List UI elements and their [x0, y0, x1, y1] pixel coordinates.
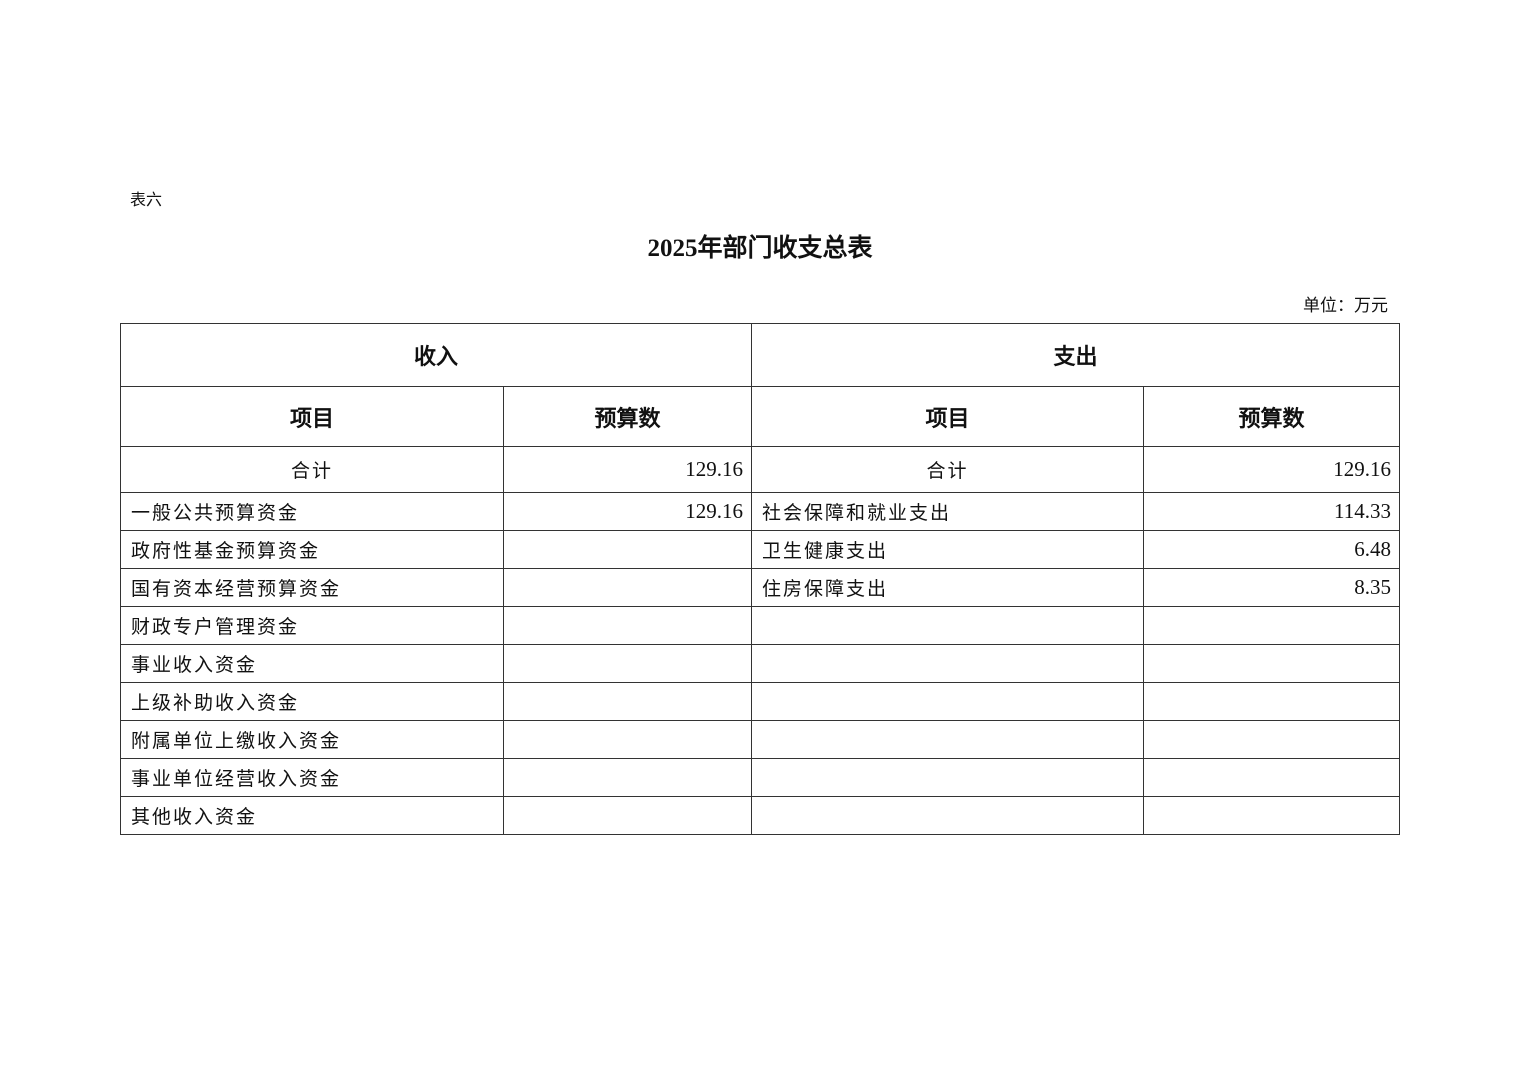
income-item-cell: 财政专户管理资金 — [120, 606, 504, 645]
expense-value-cell: 8.35 — [1143, 568, 1400, 607]
income-item-cell: 政府性基金预算资金 — [120, 530, 504, 569]
table-row: 政府性基金预算资金 卫生健康支出 6.48 — [120, 530, 1400, 569]
income-item-header: 项目 — [120, 386, 504, 447]
expense-item-cell — [751, 644, 1144, 683]
budget-table: 收入 支出 项目 预算数 项目 预算数 合计 129.16 合计 129.16 … — [120, 323, 1400, 835]
expense-item-cell: 住房保障支出 — [751, 568, 1144, 607]
table-row: 国有资本经营预算资金 住房保障支出 8.35 — [120, 568, 1400, 607]
expense-item-cell — [751, 720, 1144, 759]
income-value-cell — [503, 682, 752, 721]
page-title: 2025年部门收支总表 — [647, 235, 873, 262]
expense-total-value: 129.16 — [1143, 446, 1400, 493]
expense-value-cell — [1143, 796, 1400, 835]
income-item-cell: 国有资本经营预算资金 — [120, 568, 504, 607]
table-row: 事业收入资金 — [120, 644, 1400, 683]
expense-item-header: 项目 — [751, 386, 1144, 447]
income-item-cell: 一般公共预算资金 — [120, 492, 504, 531]
income-value-cell — [503, 758, 752, 797]
income-value-cell — [503, 720, 752, 759]
table-number-label: 表六 — [130, 190, 163, 209]
expense-value-cell: 114.33 — [1143, 492, 1400, 531]
table-row: 上级补助收入资金 — [120, 682, 1400, 721]
expense-item-cell — [751, 606, 1144, 645]
income-header: 收入 — [120, 323, 752, 387]
income-item-cell: 附属单位上缴收入资金 — [120, 720, 504, 759]
income-value-cell — [503, 568, 752, 607]
income-item-cell: 其他收入资金 — [120, 796, 504, 835]
income-total-value: 129.16 — [503, 446, 752, 493]
expense-value-cell — [1143, 606, 1400, 645]
total-row: 合计 129.16 合计 129.16 — [120, 446, 1400, 493]
income-value-cell — [503, 796, 752, 835]
expense-item-cell — [751, 682, 1144, 721]
expense-item-cell: 社会保障和就业支出 — [751, 492, 1144, 531]
expense-header: 支出 — [751, 323, 1400, 387]
unit-label: 单位：万元 — [1303, 296, 1388, 316]
income-item-cell: 上级补助收入资金 — [120, 682, 504, 721]
expense-value-cell — [1143, 644, 1400, 683]
table-row: 一般公共预算资金 129.16 社会保障和就业支出 114.33 — [120, 492, 1400, 531]
income-item-cell: 事业收入资金 — [120, 644, 504, 683]
expense-total-label: 合计 — [751, 446, 1144, 493]
table-row: 财政专户管理资金 — [120, 606, 1400, 645]
income-value-cell — [503, 606, 752, 645]
expense-value-cell — [1143, 720, 1400, 759]
expense-item-cell — [751, 796, 1144, 835]
income-item-cell: 事业单位经营收入资金 — [120, 758, 504, 797]
expense-value-cell: 6.48 — [1143, 530, 1400, 569]
expense-item-cell: 卫生健康支出 — [751, 530, 1144, 569]
table-row: 附属单位上缴收入资金 — [120, 720, 1400, 759]
expense-budget-header: 预算数 — [1143, 386, 1400, 447]
table-row: 事业单位经营收入资金 — [120, 758, 1400, 797]
income-value-cell — [503, 530, 752, 569]
expense-value-cell — [1143, 758, 1400, 797]
income-value-cell: 129.16 — [503, 492, 752, 531]
income-value-cell — [503, 644, 752, 683]
income-total-label: 合计 — [120, 446, 504, 493]
expense-item-cell — [751, 758, 1144, 797]
income-budget-header: 预算数 — [503, 386, 752, 447]
table-row: 其他收入资金 — [120, 796, 1400, 835]
expense-value-cell — [1143, 682, 1400, 721]
